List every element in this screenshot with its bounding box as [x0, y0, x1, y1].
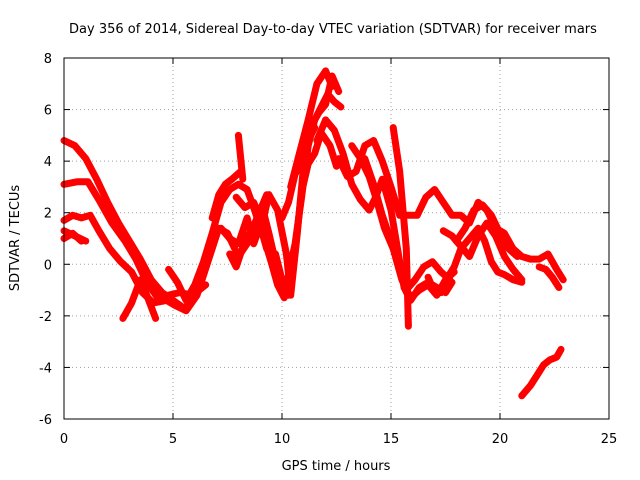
- y-tick-label: 6: [44, 104, 52, 119]
- y-tick-label: 2: [44, 207, 52, 222]
- series-arc-10: [217, 129, 340, 299]
- x-tick-label: 5: [169, 432, 177, 447]
- series-arc-20: [389, 124, 412, 330]
- series-arc-5: [60, 229, 85, 245]
- x-tick-label: 25: [601, 432, 618, 447]
- plot-frame: [63, 57, 610, 420]
- series-arc-14: [287, 67, 336, 191]
- x-tick-label: 15: [383, 432, 400, 447]
- series-arc-3: [60, 191, 271, 315]
- series-arc-15: [278, 124, 319, 222]
- x-axis-label: GPS time / hours: [282, 459, 391, 474]
- series-arc-12: [232, 191, 273, 227]
- x-tick-label: 0: [60, 432, 68, 447]
- series-arc-24: [535, 263, 563, 291]
- y-tick-label: 8: [44, 52, 52, 67]
- x-tick-label: 20: [492, 432, 509, 447]
- series-arc-25: [518, 345, 565, 400]
- x-tick-label: 10: [274, 432, 291, 447]
- series-arc-23: [452, 201, 521, 260]
- series-arc-1: [60, 137, 194, 312]
- series-arc-17: [335, 137, 567, 284]
- y-tick-label: -4: [39, 361, 52, 376]
- series-arc-11: [234, 131, 247, 183]
- y-tick-label: -6: [39, 413, 52, 428]
- y-tick-label: -2: [39, 310, 52, 325]
- chart-title: Day 356 of 2014, Sidereal Day-to-day VTE…: [69, 22, 597, 37]
- axis-ticks: 0 5 10 15 20 25 -6 -4 -2 0 2 4 6 8: [39, 52, 617, 447]
- series-arc-6: [119, 276, 160, 322]
- y-tick-label: 4: [44, 155, 52, 170]
- grid-lines: [64, 58, 609, 419]
- series-arc-21: [424, 224, 526, 297]
- data-series: [60, 67, 567, 400]
- y-axis-label: SDTVAR / TECUs: [8, 185, 23, 292]
- series-arc-8: [208, 168, 245, 222]
- y-tick-label: 0: [44, 258, 52, 273]
